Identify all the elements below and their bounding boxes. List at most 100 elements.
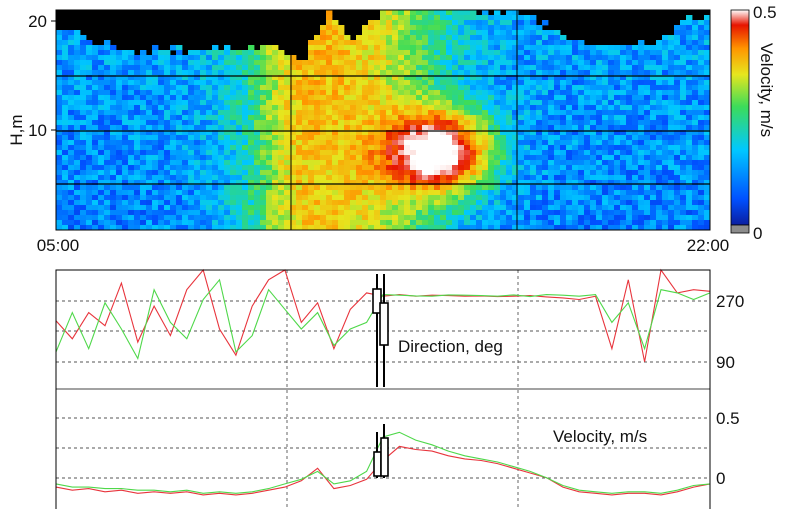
heatmap-cell	[614, 165, 621, 171]
heatmap-cell	[404, 175, 411, 181]
heatmap-cell	[164, 170, 171, 176]
heatmap-cell	[656, 45, 663, 51]
heatmap-cell	[122, 160, 129, 166]
heatmap-cell	[632, 170, 639, 176]
heatmap-cell	[452, 135, 459, 141]
heatmap-cell	[320, 90, 327, 96]
heatmap-cell	[368, 160, 375, 166]
heatmap-cell	[506, 140, 513, 146]
heatmap-cell	[122, 60, 129, 66]
heatmap-cell	[374, 50, 381, 56]
heatmap-cell	[500, 70, 507, 76]
heatmap-cell	[68, 175, 75, 181]
heatmap-cell	[212, 160, 219, 166]
heatmap-cell	[578, 140, 585, 146]
heatmap-cell	[230, 90, 237, 96]
heatmap-cell	[674, 175, 681, 181]
heatmap-cell	[554, 35, 561, 41]
heatmap-cell	[92, 55, 99, 61]
heatmap-cell	[650, 130, 657, 136]
heatmap-cell	[428, 35, 435, 41]
heatmap-cell	[530, 40, 537, 46]
heatmap-cell	[686, 195, 693, 201]
heatmap-cell	[242, 220, 249, 226]
heatmap-cell	[362, 120, 369, 126]
heatmap-cell	[380, 185, 387, 191]
heatmap-cell	[98, 90, 105, 96]
heatmap-cell	[134, 70, 141, 76]
heatmap-cell	[602, 70, 609, 76]
heatmap-cell	[566, 210, 573, 216]
heatmap-cell	[248, 200, 255, 206]
heatmap-cell	[620, 205, 627, 211]
heatmap-cell	[656, 175, 663, 181]
heatmap-cell	[140, 200, 147, 206]
heatmap-cell	[152, 60, 159, 66]
heatmap-cell	[104, 65, 111, 71]
heatmap-cell	[374, 205, 381, 211]
heatmap-cell	[686, 225, 693, 231]
heatmap-cell	[260, 110, 267, 116]
heatmap-cell	[554, 115, 561, 121]
heatmap-cell	[530, 90, 537, 96]
heatmap-cell	[446, 90, 453, 96]
heatmap-cell	[674, 135, 681, 141]
heatmap-cell	[146, 140, 153, 146]
heatmap-cell	[110, 85, 117, 91]
heatmap-cell	[308, 90, 315, 96]
heatmap-cell	[242, 80, 249, 86]
heatmap-cell	[524, 180, 531, 186]
heatmap-cell	[446, 200, 453, 206]
heatmap-cell	[74, 65, 81, 71]
heatmap-cell	[434, 100, 441, 106]
heatmap-cell	[92, 85, 99, 91]
heatmap-cell	[614, 185, 621, 191]
heatmap-cell	[332, 55, 339, 61]
heatmap-cell	[374, 165, 381, 171]
heatmap-cell	[518, 145, 525, 151]
heatmap-cell	[422, 140, 429, 146]
heatmap-cell	[62, 45, 69, 51]
heatmap-cell	[302, 95, 309, 101]
heatmap-cell	[476, 60, 483, 66]
heatmap-cell	[362, 215, 369, 221]
heatmap-cell	[122, 125, 129, 131]
heatmap-cell	[632, 160, 639, 166]
heatmap-cell	[470, 95, 477, 101]
heatmap-cell	[470, 75, 477, 81]
heatmap-cell	[260, 75, 267, 81]
heatmap-cell	[356, 155, 363, 161]
heatmap-cell	[158, 65, 165, 71]
heatmap-cell	[608, 105, 615, 111]
heatmap-cell	[74, 160, 81, 166]
heatmap-cell	[266, 110, 273, 116]
heatmap-cell	[266, 140, 273, 146]
heatmap-cell	[518, 110, 525, 116]
heatmap-cell	[590, 140, 597, 146]
heatmap-cell	[368, 210, 375, 216]
heatmap-cell	[146, 170, 153, 176]
heatmap-cell	[344, 115, 351, 121]
heatmap-cell	[86, 160, 93, 166]
heatmap-cell	[482, 215, 489, 221]
heatmap-cell	[548, 120, 555, 126]
heatmap-cell	[176, 135, 183, 141]
heatmap-cell	[446, 65, 453, 71]
heatmap-cell	[326, 130, 333, 136]
heatmap-cell	[182, 215, 189, 221]
heatmap-cell	[404, 85, 411, 91]
heatmap-cell	[560, 215, 567, 221]
heatmap-cell	[704, 210, 711, 216]
heatmap-cell	[644, 155, 651, 161]
heatmap-cell	[68, 165, 75, 171]
heatmap-cell	[386, 140, 393, 146]
heatmap-cell	[176, 220, 183, 226]
heatmap-cell	[596, 50, 603, 56]
heatmap-cell	[206, 65, 213, 71]
heatmap-cell	[164, 220, 171, 226]
heatmap-cell	[656, 150, 663, 156]
heatmap-cell	[668, 210, 675, 216]
heatmap-cell	[158, 200, 165, 206]
heatmap-cell	[590, 90, 597, 96]
heatmap-cell	[536, 180, 543, 186]
